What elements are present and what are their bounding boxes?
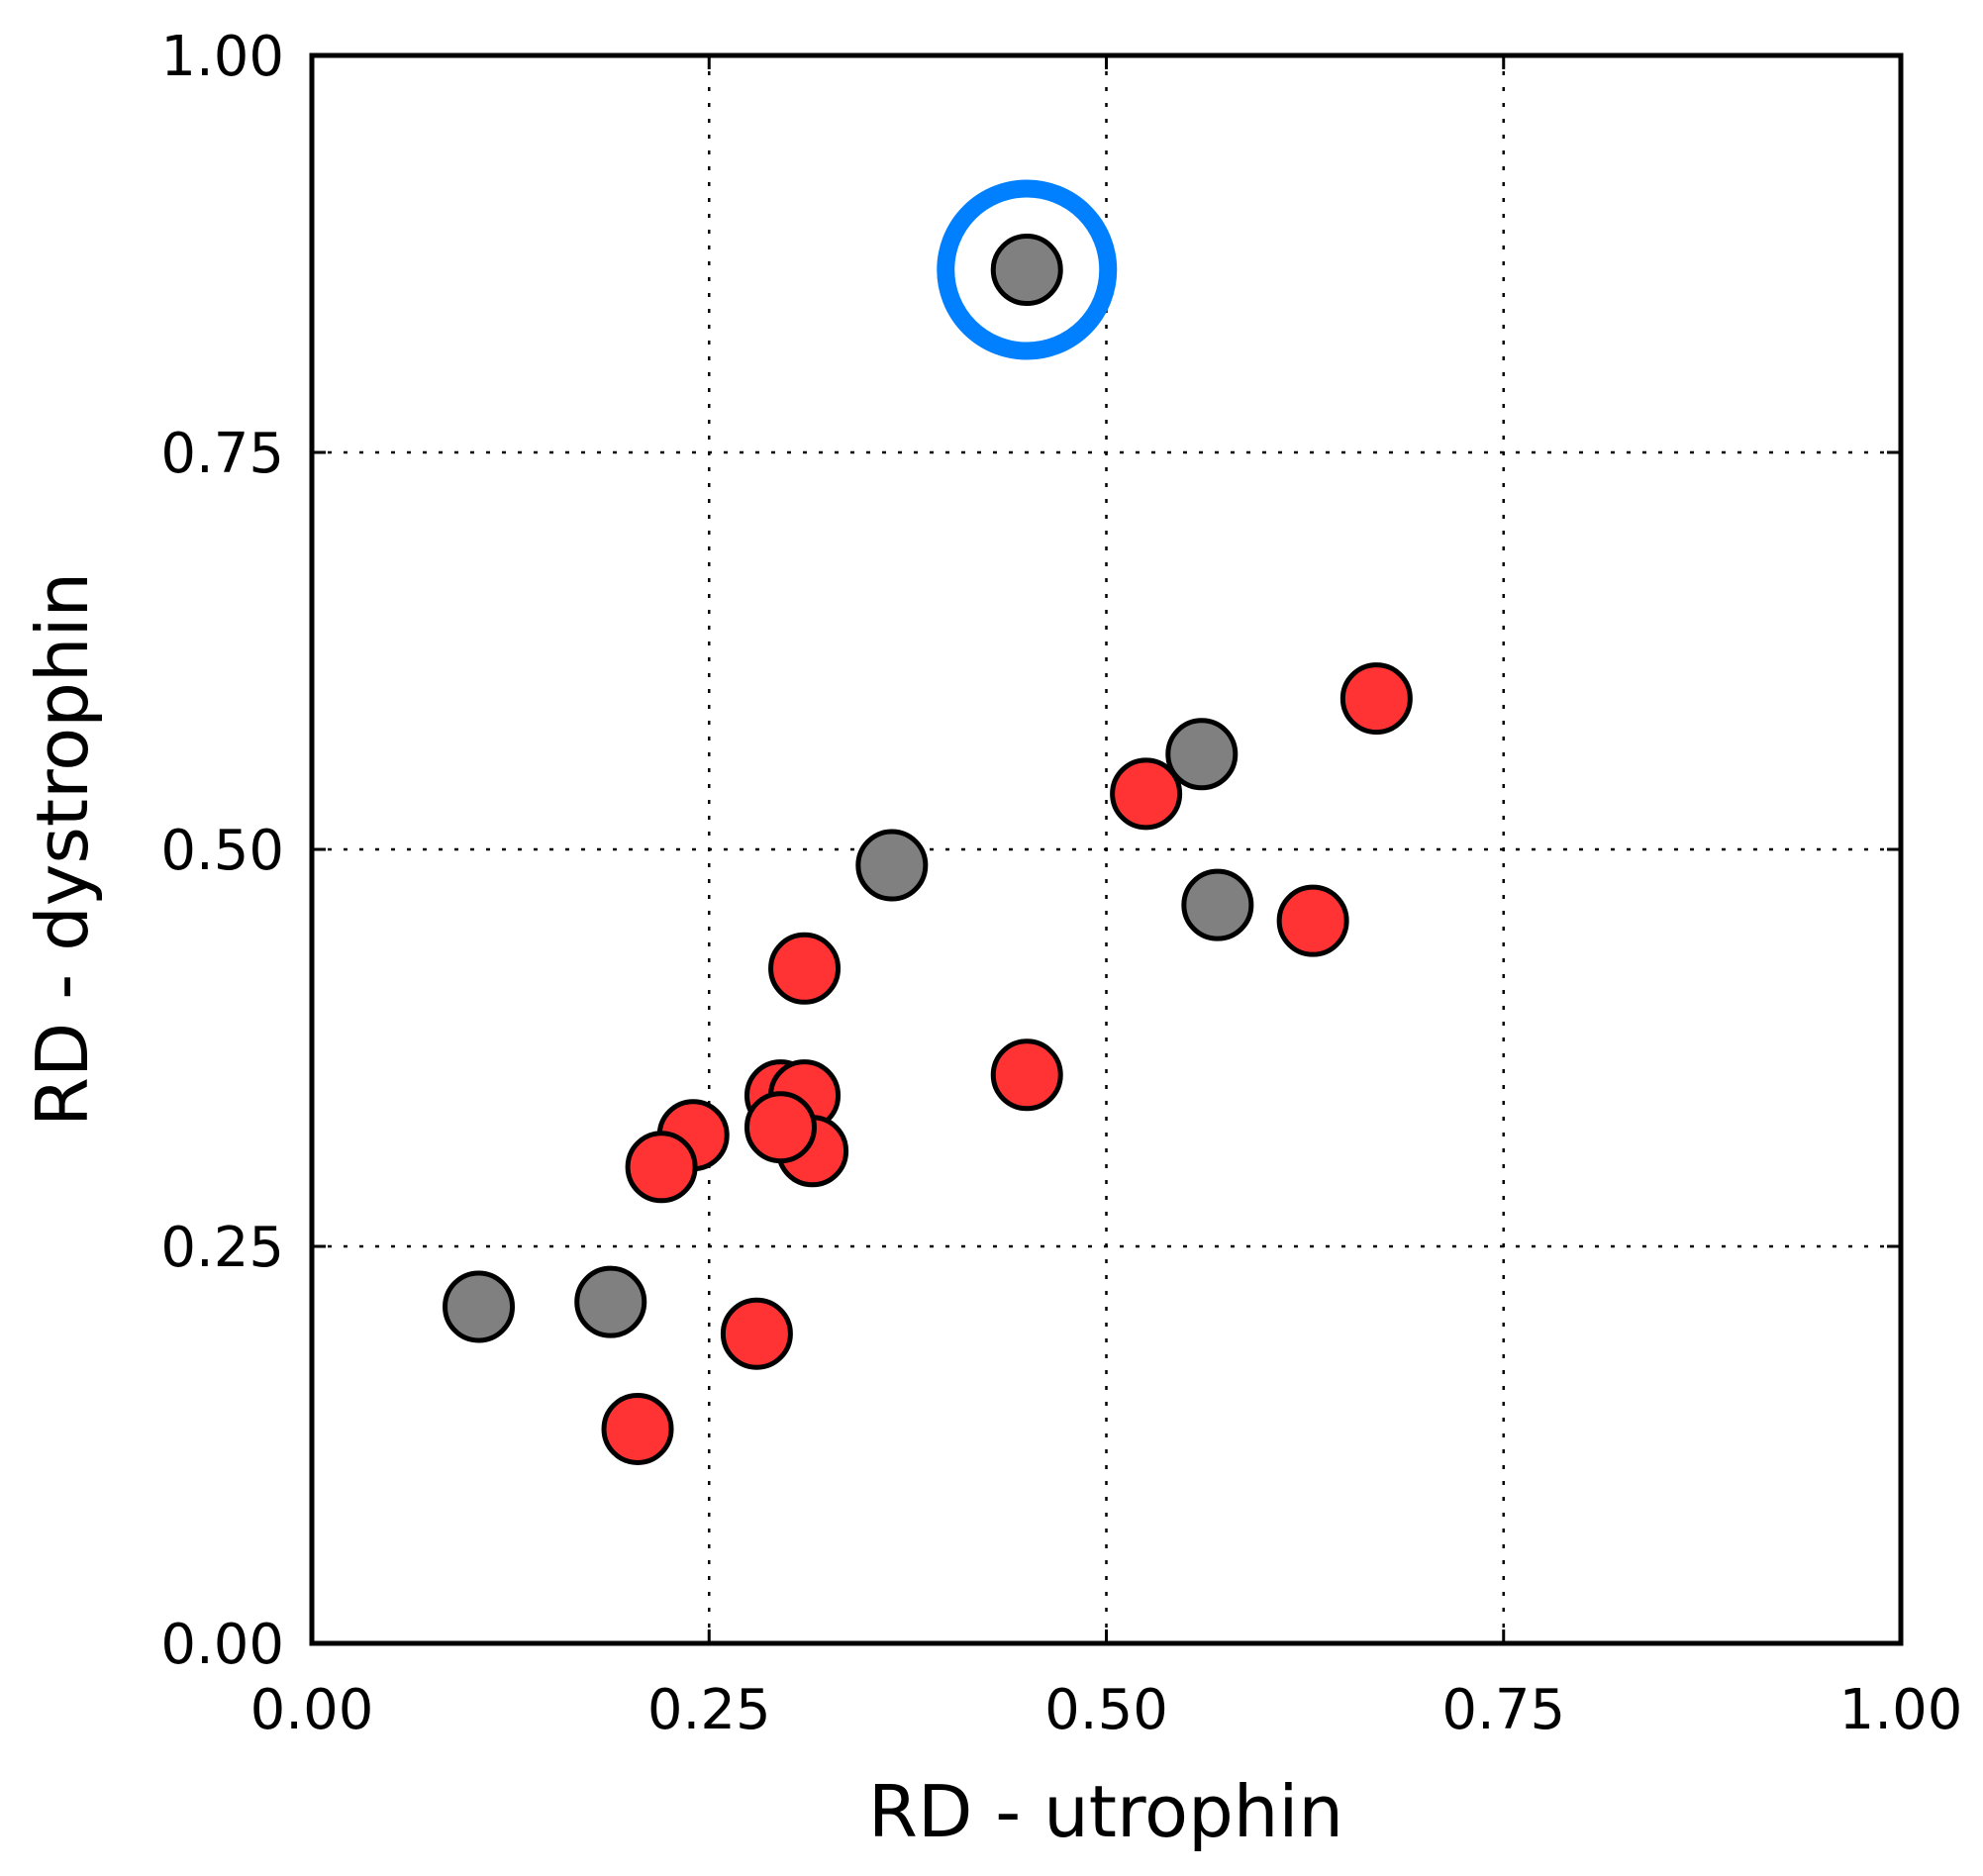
red-point [1339,662,1413,736]
y-tick-label: 1.00 [160,25,284,89]
y-tick-label: 0.00 [160,1613,284,1677]
x-tick-labels: 0.00 0.25 0.50 0.75 1.00 [250,1678,1963,1742]
y-axis-title: RD - dystrophin [21,572,104,1127]
grid-lines [312,55,1901,1643]
red-point [625,1131,698,1204]
red-point [720,1297,793,1370]
red-point [1276,884,1349,957]
red-point [601,1392,674,1465]
red-point [768,932,842,1005]
gray-point [990,234,1063,307]
data-points [443,179,1413,1465]
gray-point [574,1265,647,1338]
gray-point [443,1270,516,1343]
red-point [990,1038,1063,1112]
gray-point [1181,868,1254,941]
x-axis-title: RD - utrophin [868,1770,1343,1853]
gray-point [1165,718,1239,791]
highlight-ring [937,179,1118,360]
x-tick-label: 1.00 [1839,1678,1963,1742]
x-tick-label: 0.25 [647,1678,771,1742]
x-tick-label: 0.00 [250,1678,374,1742]
red-point [1110,757,1183,831]
y-tick-label: 0.75 [160,422,284,486]
x-tick-label: 0.50 [1044,1678,1168,1742]
gray-point [855,829,929,902]
y-tick-labels: 0.00 0.25 0.50 0.75 1.00 [160,25,284,1677]
y-tick-label: 0.50 [160,819,284,883]
axes-frame [309,52,1904,1646]
y-tick-label: 0.25 [160,1216,284,1280]
red-point [744,1091,817,1164]
x-tick-label: 0.75 [1441,1678,1565,1742]
